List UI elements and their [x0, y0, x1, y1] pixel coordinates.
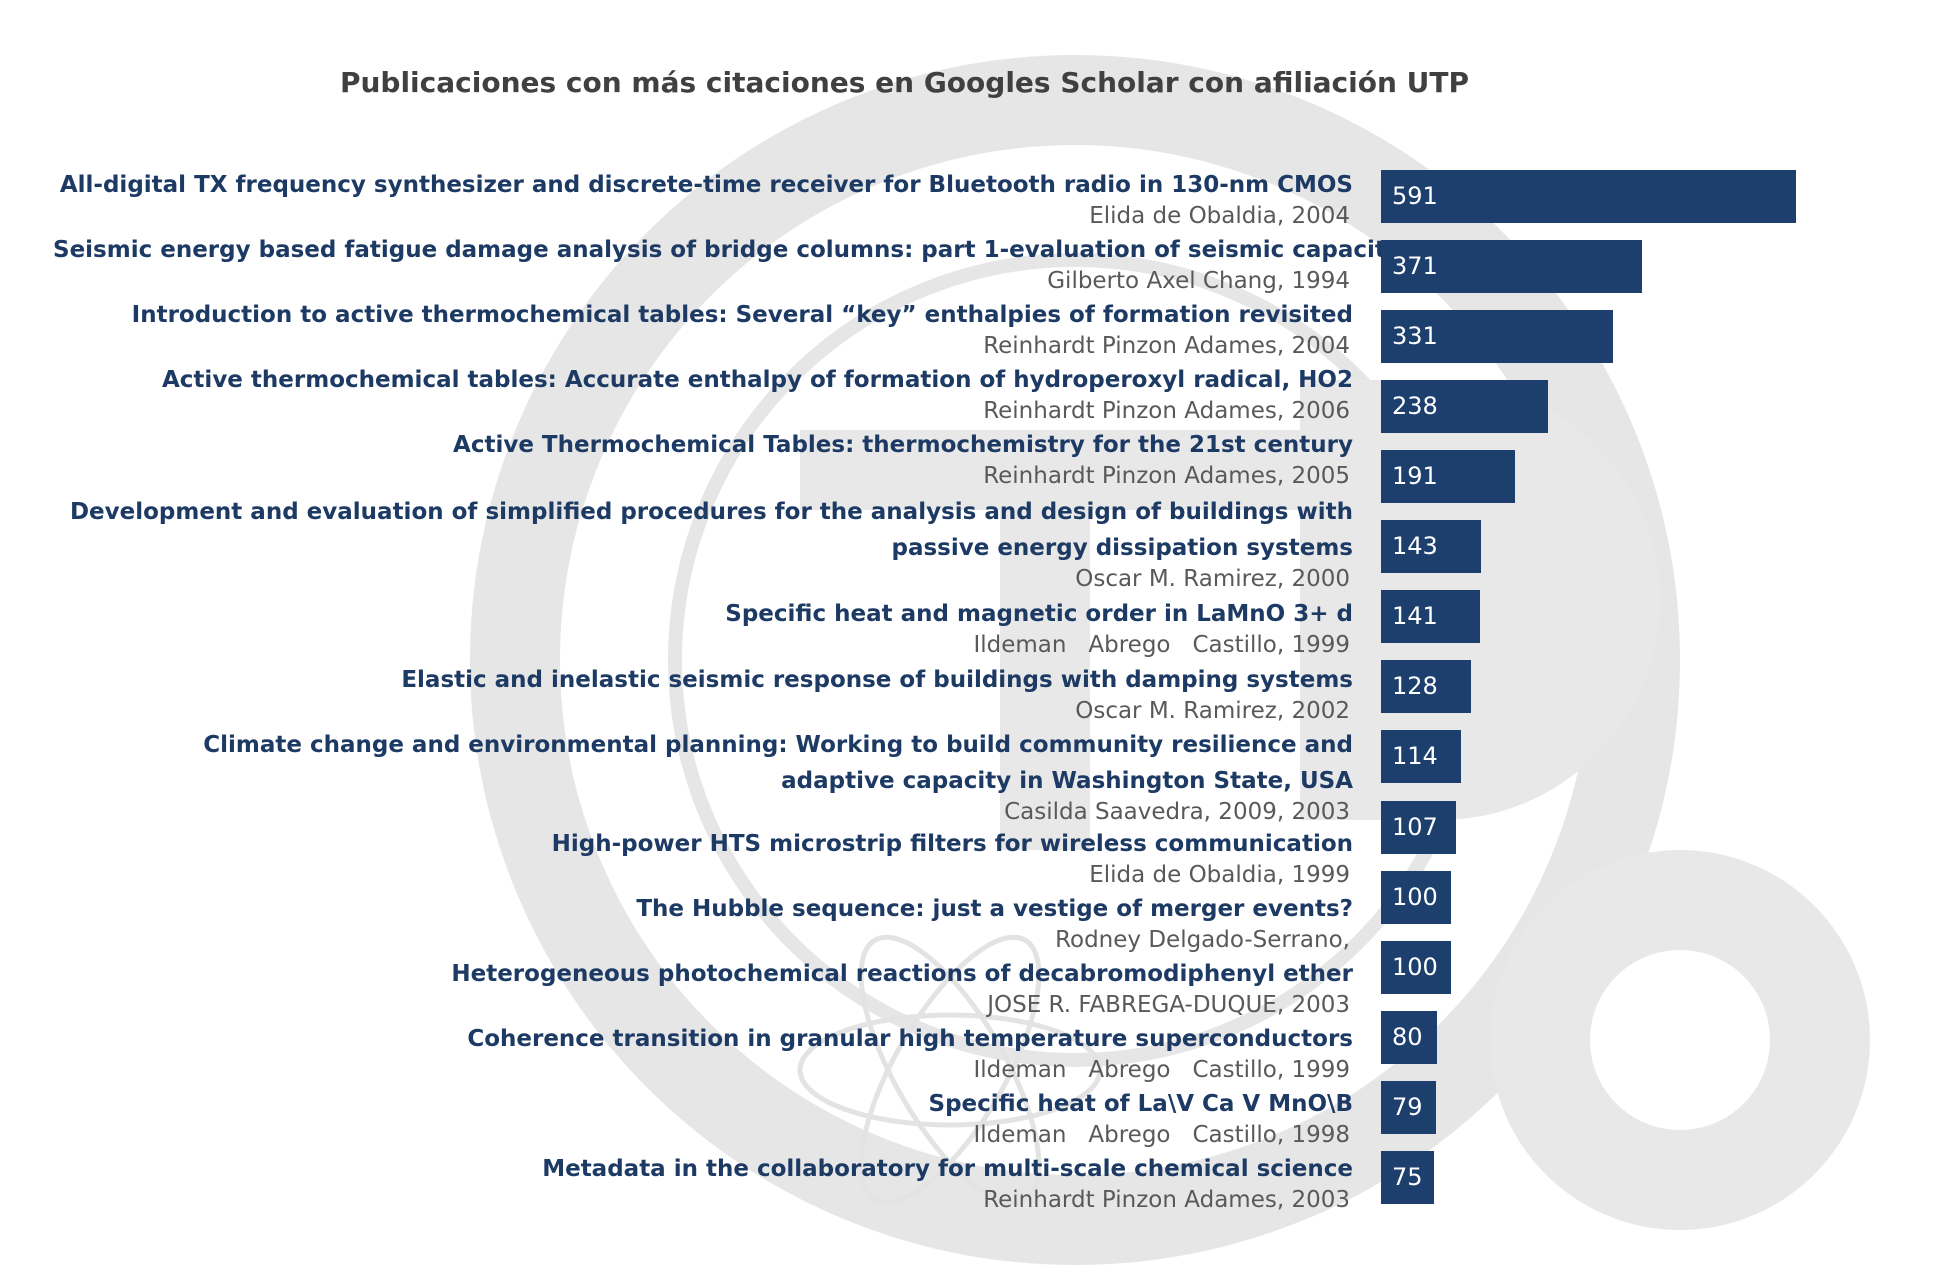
publication-title: High-power HTS microstrip filters for wi… [551, 831, 1353, 857]
citation-count-label: 128 [1392, 672, 1438, 700]
publication-author: Casilda Saavedra, 2009, 2003 [1004, 799, 1350, 825]
publication-title: Heterogeneous photochemical reactions of… [451, 961, 1353, 987]
citation-bar [1381, 590, 1480, 643]
publication-title: Elastic and inelastic seismic response o… [401, 667, 1353, 693]
publication-title: Metadata in the collaboratory for multi-… [542, 1156, 1353, 1182]
publication-author: Rodney Delgado-Serrano, [1055, 927, 1350, 953]
publication-title: Seismic energy based fatigue damage anal… [53, 237, 1401, 263]
publication-title: Active Thermochemical Tables: thermochem… [453, 432, 1353, 458]
citation-count-label: 141 [1392, 602, 1438, 630]
citation-count-label: 591 [1392, 182, 1438, 210]
publication-author: Oscar M. Ramirez, 2002 [1075, 698, 1350, 724]
citation-count-label: 143 [1392, 532, 1438, 560]
publication-title: passive energy dissipation systems [891, 535, 1353, 561]
publication-title: Specific heat of La\V Ca V MnO\B [928, 1091, 1354, 1117]
citation-bar [1381, 170, 1796, 223]
publication-author: Ildeman Abrego Castillo, 1999 [973, 632, 1350, 658]
citation-bar [1381, 310, 1614, 363]
publication-author: Ildeman Abrego Castillo, 1998 [973, 1122, 1350, 1148]
publication-author: Reinhardt Pinzon Adames, 2005 [983, 463, 1350, 489]
publication-author: Oscar M. Ramirez, 2000 [1075, 566, 1350, 592]
publication-title: Development and evaluation of simplified… [69, 499, 1353, 525]
publication-author: Reinhardt Pinzon Adames, 2004 [983, 333, 1350, 359]
citation-bar [1381, 1151, 1434, 1204]
citation-bar [1381, 520, 1482, 573]
citation-bar [1381, 450, 1516, 503]
publication-title: adaptive capacity in Washington State, U… [781, 768, 1353, 794]
citation-bar [1381, 941, 1452, 994]
citation-count-label: 79 [1392, 1093, 1423, 1121]
publication-author: JOSE R. FABREGA-DUQUE, 2003 [987, 992, 1350, 1018]
citation-count-label: 331 [1392, 322, 1438, 350]
publication-author: Ildeman Abrego Castillo, 1999 [973, 1057, 1350, 1083]
citation-count-label: 100 [1392, 953, 1438, 981]
publication-title: Coherence transition in granular high te… [467, 1026, 1353, 1052]
publication-author: Elida de Obaldia, 2004 [1089, 203, 1350, 229]
citation-count-label: 107 [1392, 813, 1438, 841]
publication-author: Reinhardt Pinzon Adames, 2003 [983, 1187, 1350, 1213]
citation-bar [1381, 380, 1549, 433]
publication-author: Elida de Obaldia, 1999 [1089, 862, 1350, 888]
citation-count-label: 80 [1392, 1023, 1423, 1051]
publication-title: The Hubble sequence: just a vestige of m… [636, 896, 1353, 922]
citation-bar [1381, 801, 1457, 854]
publication-title: All-digital TX frequency synthesizer and… [59, 172, 1353, 198]
publication-title: Specific heat and magnetic order in LaMn… [725, 601, 1353, 627]
citation-count-label: 238 [1392, 392, 1438, 420]
citation-bar [1381, 660, 1471, 713]
citation-count-label: 100 [1392, 883, 1438, 911]
chart-title: Publicaciones con más citaciones en Goog… [339, 66, 1470, 99]
citation-count-label: 114 [1392, 742, 1438, 770]
publication-title: Introduction to active thermochemical ta… [131, 302, 1353, 328]
publication-author: Gilberto Axel Chang, 1994 [1047, 268, 1350, 294]
publication-title: Climate change and environmental plannin… [203, 732, 1353, 758]
citation-count-label: 371 [1392, 252, 1438, 280]
publication-author: Reinhardt Pinzon Adames, 2006 [983, 398, 1350, 424]
citation-count-label: 75 [1392, 1163, 1423, 1191]
citation-count-label: 191 [1392, 462, 1438, 490]
citation-bar [1381, 1081, 1437, 1134]
publication-title: Active thermochemical tables: Accurate e… [162, 367, 1353, 393]
citation-bar [1381, 1011, 1438, 1064]
citation-bar [1381, 240, 1642, 293]
citation-bar [1381, 730, 1462, 783]
citation-bar [1381, 871, 1452, 924]
